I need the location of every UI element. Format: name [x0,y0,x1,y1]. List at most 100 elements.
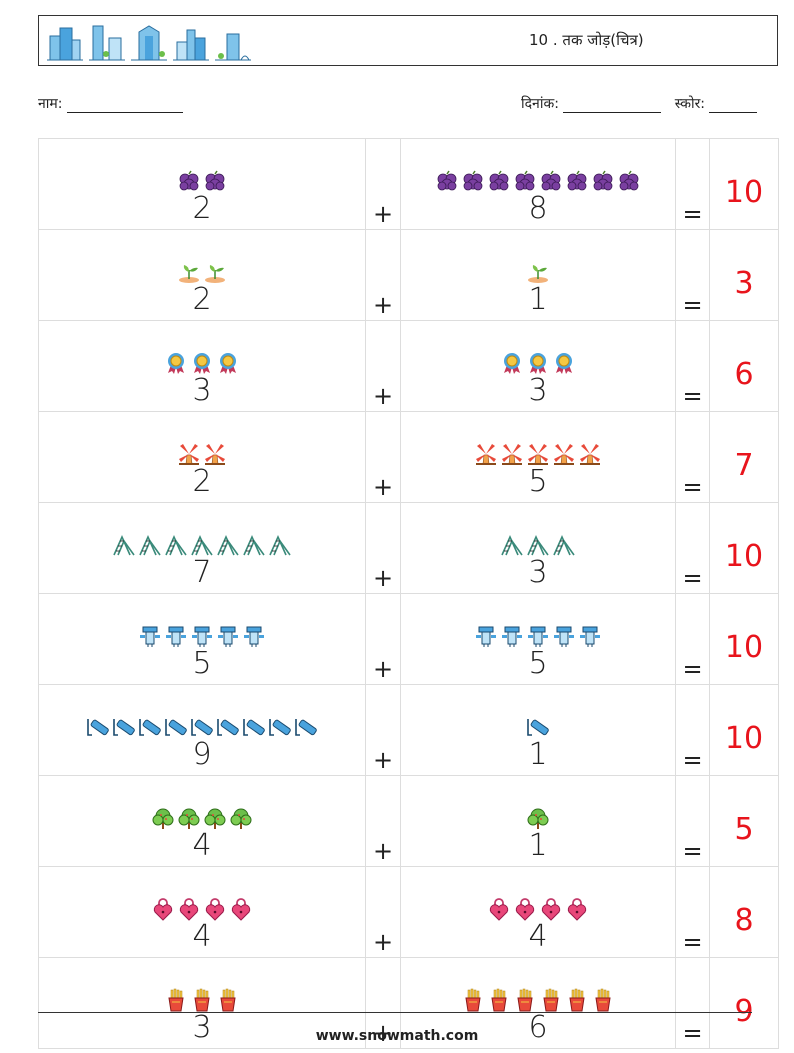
plus-sign: + [365,502,401,594]
grape-icon [489,170,509,191]
sum-answer[interactable]: 10 [709,593,779,685]
fries-icon [168,988,184,1012]
fries-icon [491,988,507,1012]
header-box: 10 . तक जोड़(चित्र) [38,15,778,66]
date-blank[interactable] [563,98,662,113]
addend-b: 1 [528,737,548,772]
sum-answer[interactable]: 5 [709,775,779,867]
windmill-icon [528,444,548,465]
plus-sign: + [365,411,401,503]
addend-a-cell: 4 [38,866,366,958]
addend-b-cell: 3 [400,320,676,412]
battery-icon [243,719,265,736]
windmill-icon [476,444,496,465]
addend-b-icons [401,713,675,739]
plus-sign: + [365,320,401,412]
equation-row: 7 +3 = 10 [38,502,779,594]
addend-b: 5 [528,464,548,499]
addend-a-icons [39,440,365,466]
sum-answer[interactable]: 8 [709,866,779,958]
grape-icon [541,170,561,191]
addend-b-icons [401,349,675,375]
addend-b-icons [401,167,675,193]
addend-b: 4 [528,919,548,954]
battery-icon [165,719,187,736]
robot-icon [244,626,264,647]
addend-a-cell: 2 [38,411,366,503]
addend-b-cell: 1 [400,775,676,867]
equals-sign: = [675,411,710,503]
sprout-icon [528,265,548,283]
equals-sign: = [675,229,710,321]
robot-icon [554,626,574,647]
addend-a-cell: 4 [38,775,366,867]
addend-a-icons [39,895,365,921]
equals-sign: = [675,593,710,685]
addend-b: 3 [528,373,548,408]
sum-answer[interactable]: 10 [709,138,779,230]
equation-row: 5 +5 = 10 [38,593,779,685]
addend-b-cell: 8 [400,138,676,230]
addend-a-icons [39,531,365,557]
addend-a: 2 [192,191,212,226]
sum-answer[interactable]: 7 [709,411,779,503]
fries-icon [543,988,559,1012]
addend-a-cell: 5 [38,593,366,685]
equation-row: 3 +6 = 9 [38,957,779,1049]
addend-a: 9 [192,737,212,772]
score-label: स्कोर: [674,96,706,112]
windmill-icon [179,444,199,465]
score-blank[interactable] [709,98,758,113]
windmill-icon [554,444,574,465]
staircase-icon [113,535,135,556]
medal-icon [504,353,520,374]
battery-icon [295,719,317,736]
heart-lock-icon [179,898,199,921]
heart-lock-icon [231,898,251,921]
fries-icon [569,988,585,1012]
equals-sign: = [675,502,710,594]
windmill-icon [205,444,225,465]
addend-b-cell: 5 [400,411,676,503]
sum-answer[interactable]: 10 [709,684,779,776]
addend-b: 3 [528,555,548,590]
battery-icon [191,719,213,736]
fries-icon [194,988,210,1012]
sum-answer[interactable]: 6 [709,320,779,412]
grape-icon [463,170,483,191]
battery-icon [113,719,135,736]
name-blank[interactable] [66,98,183,113]
addend-b: 1 [528,828,548,863]
equation-row: 4 +1 = 5 [38,775,779,867]
addend-b: 8 [528,191,548,226]
sum-answer[interactable]: 9 [709,957,779,1049]
sum-answer[interactable]: 3 [709,229,779,321]
tree-icon [152,808,174,829]
plus-sign: + [365,957,401,1049]
addend-b: 5 [528,646,548,681]
medal-icon [556,353,572,374]
equation-row: 4 +4 = 8 [38,866,779,958]
addend-a-icons [39,986,365,1012]
staircase-icon [191,535,213,556]
plus-sign: + [365,593,401,685]
fries-icon [517,988,533,1012]
factory-building-icon [173,29,209,61]
equals-sign: = [675,866,710,958]
staircase-icon [553,535,575,556]
equals-sign: = [675,138,710,230]
plus-sign: + [365,684,401,776]
medal-icon [530,353,546,374]
robot-icon [528,626,548,647]
sum-answer[interactable]: 10 [709,502,779,594]
battery-icon [269,719,291,736]
grape-icon [515,170,535,191]
addend-a-icons [39,167,365,193]
medal-icon [194,353,210,374]
addend-b-icons [401,258,675,284]
staircase-icon [269,535,291,556]
equation-row: 2 +1 = 3 [38,229,779,321]
addend-b-icons [401,986,675,1012]
office-building-icon [47,27,83,61]
addend-a: 4 [192,828,212,863]
